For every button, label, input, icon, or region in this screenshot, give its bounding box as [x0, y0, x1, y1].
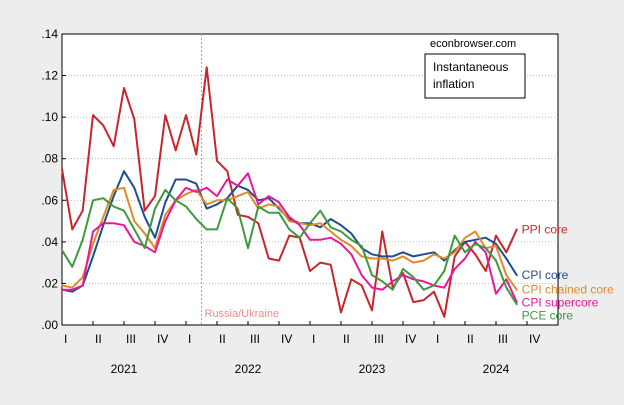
x-year-label: 2023	[359, 362, 386, 376]
y-tick-label: .08	[41, 152, 58, 166]
series-line-cpi-supercore	[61, 172, 518, 304]
x-quarter-label: IV	[281, 332, 292, 346]
series-line-cpi-chained-core	[61, 186, 518, 291]
x-quarter-label: II	[467, 332, 474, 346]
y-tick-label: .14	[41, 27, 58, 41]
series-label-cpi-supercore: CPI supercore	[522, 296, 599, 310]
y-tick-label: .12	[41, 69, 58, 83]
source-annotation: econbrowser.com	[430, 38, 516, 50]
series-line-pce-core	[61, 188, 518, 306]
x-quarter-label: I	[64, 332, 67, 346]
x-year-label: 2021	[111, 362, 138, 376]
legend-box-line2: inflation	[433, 77, 474, 91]
event-label: Russia/Ukraine	[205, 308, 280, 320]
x-quarter-label: I	[188, 332, 191, 346]
event-layer: Russia/Ukraine	[201, 34, 280, 325]
x-quarter-label: III	[126, 332, 136, 346]
legend-box-frame	[424, 53, 526, 99]
x-quarter-label: IV	[405, 332, 416, 346]
y-tick-label: .00	[41, 318, 58, 332]
x-quarter-label: I	[312, 332, 315, 346]
series-label-pce-core: PCE core	[522, 309, 574, 323]
y-tick-label: .06	[41, 193, 58, 207]
legend-box: Instantaneous inflation	[424, 53, 526, 99]
x-quarter-label: I	[436, 332, 439, 346]
series-label-cpi-chained-core: CPI chained core	[522, 283, 614, 297]
x-quarter-label: IV	[529, 332, 540, 346]
series-layer	[61, 66, 518, 318]
series-line-ppi-core	[61, 66, 518, 318]
x-quarter-label: III	[250, 332, 260, 346]
x-quarter-label: II	[219, 332, 226, 346]
series-label-ppi-core: PPI core	[522, 222, 568, 236]
series-label-cpi-core: CPI core	[522, 268, 569, 282]
x-year-label: 2022	[235, 362, 262, 376]
x-quarter-label: III	[374, 332, 384, 346]
x-quarter-label: II	[95, 332, 102, 346]
legend-box-line1: Instantaneous	[433, 60, 508, 74]
x-quarter-label: IV	[157, 332, 168, 346]
axis-layer: .00.02.04.06.08.10.12.14I II III IV I II III IV…	[41, 27, 540, 376]
y-tick-label: .02	[41, 276, 58, 290]
y-tick-label: .10	[41, 110, 58, 124]
x-year-label: 2024	[483, 362, 510, 376]
x-quarter-label: II	[343, 332, 350, 346]
x-quarter-label: III	[498, 332, 508, 346]
y-tick-label: .04	[41, 235, 58, 249]
